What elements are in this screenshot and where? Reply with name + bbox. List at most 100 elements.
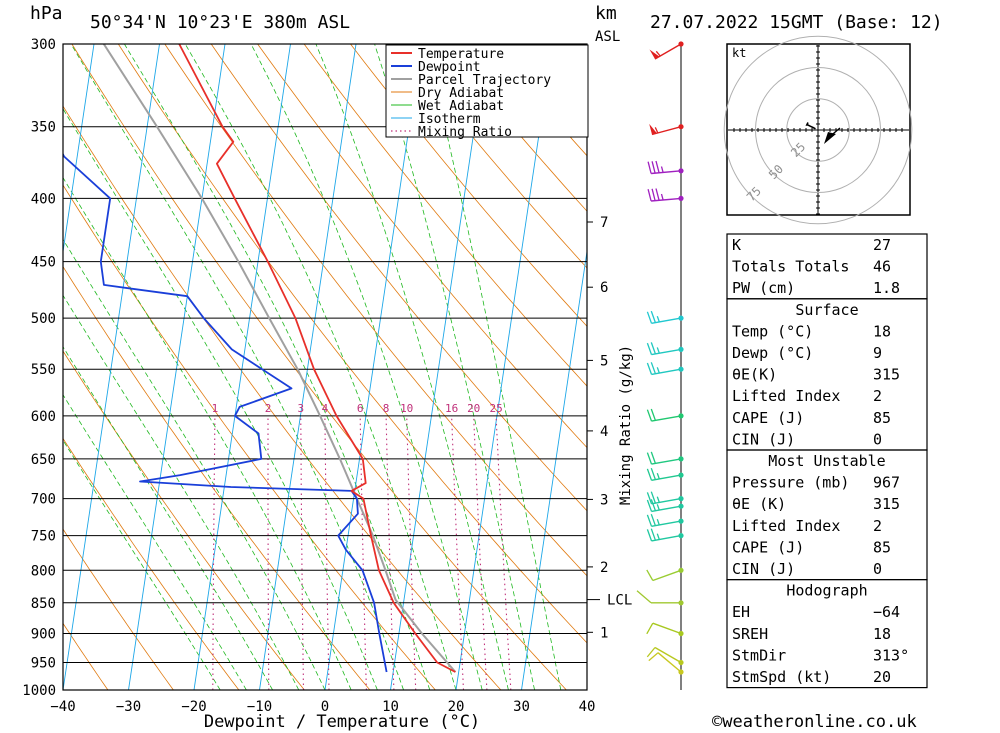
wind-profile bbox=[636, 41, 684, 675]
mixing-ratio-line bbox=[267, 415, 270, 690]
index-value: 9 bbox=[873, 344, 882, 362]
wind-barb-feather bbox=[651, 188, 656, 201]
storm-motion-arrow bbox=[824, 132, 836, 144]
location-title: 50°34'N 10°23'E 380m ASL bbox=[90, 12, 350, 33]
wind-barb bbox=[646, 567, 684, 582]
wind-barb-feather bbox=[650, 362, 657, 374]
mixing-ratio-label: 1 bbox=[212, 402, 219, 415]
index-label: Lifted Index bbox=[732, 387, 840, 405]
wind-barb bbox=[646, 622, 684, 637]
wet-adiabat-line bbox=[374, 44, 535, 690]
wind-barb-flag bbox=[649, 123, 657, 135]
index-label: CIN (J) bbox=[732, 430, 795, 448]
plot-frame bbox=[62, 43, 588, 691]
wind-barb bbox=[646, 528, 684, 542]
wind-barb-staff bbox=[651, 534, 682, 542]
wet-adiabat-line bbox=[63, 238, 326, 690]
index-label: StmSpd (kt) bbox=[732, 668, 831, 686]
legend-dewpoint: Dewpoint bbox=[418, 60, 481, 75]
pressure-tick-label: 450 bbox=[31, 255, 56, 271]
wind-barb-staff bbox=[651, 317, 682, 324]
wind-barb-feather bbox=[646, 468, 653, 481]
datetime-title: 27.07.2022 15GMT (Base: 12) bbox=[650, 12, 943, 33]
wet-adiabat-line bbox=[250, 44, 483, 690]
dry-adiabat-line bbox=[303, 44, 587, 387]
wind-barb-staff bbox=[654, 43, 682, 60]
pressure-tick-label: 350 bbox=[31, 120, 56, 136]
isotherm-line bbox=[390, 44, 488, 690]
wind-barb-staff bbox=[651, 368, 682, 376]
index-label: Totals Totals bbox=[732, 258, 849, 276]
wind-barb-staff bbox=[651, 505, 682, 513]
km-tick-label: 3 bbox=[600, 492, 608, 508]
mixing-ratio-label: 10 bbox=[400, 402, 413, 415]
wind-barb bbox=[646, 451, 684, 465]
index-value: 2 bbox=[873, 517, 882, 535]
wind-barb-half-feather bbox=[656, 347, 660, 354]
km-unit-label: km bbox=[595, 3, 617, 24]
km-tick-label: 5 bbox=[600, 353, 608, 369]
wind-barb-flag bbox=[649, 49, 660, 59]
wind-barb-staff bbox=[651, 474, 682, 481]
wind-barb-feather bbox=[646, 492, 653, 505]
wet-adiabat-line bbox=[315, 44, 509, 690]
wind-barb-feather bbox=[655, 188, 660, 201]
wind-barb-staff bbox=[654, 646, 682, 664]
wind-barb-feather bbox=[650, 408, 657, 421]
hodograph-ring bbox=[755, 67, 881, 193]
index-value: 1.8 bbox=[873, 279, 900, 297]
index-label: Lifted Index bbox=[732, 517, 840, 535]
mixing-ratio-label: 20 bbox=[467, 402, 480, 415]
wind-barb-feather bbox=[650, 528, 657, 541]
pressure-tick-label: 600 bbox=[31, 409, 56, 425]
mixing-ratio-label: 8 bbox=[383, 402, 390, 415]
wind-barb-half-feather bbox=[656, 472, 660, 480]
wind-barb-staff bbox=[651, 348, 682, 356]
height-axis: 7 6 5 4 3 2 1 LCL bbox=[587, 44, 682, 690]
wind-barb-feather bbox=[646, 569, 654, 581]
index-value: 85 bbox=[873, 538, 891, 556]
isotherm-line bbox=[455, 44, 553, 690]
index-label: θE (K) bbox=[732, 495, 786, 513]
wind-barb-half-feather bbox=[656, 367, 660, 374]
isotherms bbox=[0, 44, 587, 690]
temperature-tick-label: 10 bbox=[382, 699, 399, 715]
temperature-tick-label: −40 bbox=[50, 699, 75, 715]
wind-barb-half-feather bbox=[656, 518, 660, 526]
temperature-tick-label: −30 bbox=[116, 699, 141, 715]
index-label: K bbox=[732, 236, 741, 254]
wind-barb-staff bbox=[651, 197, 682, 202]
km-tick-label: 1 bbox=[600, 625, 608, 641]
wind-barb-half-feather bbox=[654, 127, 659, 134]
wind-barb-feather bbox=[650, 499, 657, 511]
wind-barb-half-feather bbox=[656, 315, 660, 323]
isotherm-line bbox=[0, 44, 29, 690]
copyright: ©weatheronline.co.uk bbox=[712, 712, 917, 732]
hodograph-unit: kt bbox=[732, 46, 746, 60]
index-value: 313° bbox=[873, 646, 909, 664]
wind-barb-half-feather bbox=[660, 193, 664, 201]
wind-barb-feather bbox=[646, 362, 653, 375]
wind-barb-feather bbox=[646, 311, 653, 324]
km-tick-label: 4 bbox=[600, 424, 608, 440]
index-label: Dewp (°C) bbox=[732, 344, 813, 362]
mixing-ratio-label: 4 bbox=[322, 402, 329, 415]
hodograph-trace bbox=[805, 122, 816, 130]
wind-barb bbox=[646, 362, 684, 376]
legend-dry-adiabat: Dry Adiabat bbox=[418, 86, 504, 101]
pressure-tick-label: 500 bbox=[31, 311, 56, 327]
dry-adiabat-line bbox=[71, 44, 567, 690]
mixing-ratio-axis-label: Mixing Ratio (g/kg) bbox=[618, 345, 634, 505]
wind-barb-feather bbox=[636, 590, 652, 604]
wind-barb-feather bbox=[646, 409, 653, 422]
wind-barb-feather bbox=[646, 514, 653, 527]
index-value: 20 bbox=[873, 668, 891, 686]
mixing-ratio-line bbox=[324, 415, 330, 690]
dry-adiabat-line bbox=[257, 44, 587, 449]
wind-barb-feather bbox=[646, 342, 653, 355]
wet-adiabat-line bbox=[124, 44, 431, 690]
wind-barb bbox=[646, 408, 684, 422]
dry-adiabat-line bbox=[350, 44, 587, 327]
wind-barb-half-feather bbox=[656, 504, 660, 511]
